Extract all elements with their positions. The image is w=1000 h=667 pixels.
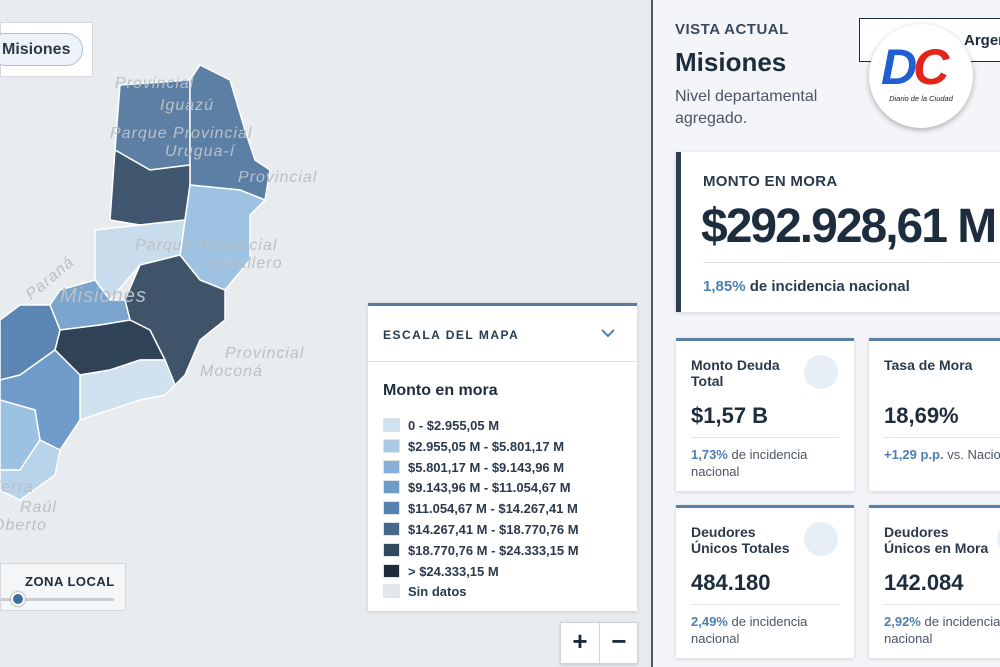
stat-card: Deudores Únicos en Mora 142.084 2,92% de i… xyxy=(869,505,1000,658)
card-title: Deudores Únicos en Mora xyxy=(884,524,989,556)
legend: ESCALA DEL MAPA Monto en mora 0 - $2.955… xyxy=(368,303,637,611)
legend-label: $14.267,41 M - $18.770,76 M xyxy=(408,522,579,537)
zone-label: ZONA LOCAL xyxy=(25,574,115,589)
card-footer: +1,29 p.p. vs. Nacional xyxy=(884,446,1000,463)
card-text: de incidencia nacional xyxy=(884,614,1000,646)
map-label: Oberto xyxy=(0,517,47,534)
stat-card: Tasa de Mora 18,69% +1,29 p.p. vs. Naciona… xyxy=(869,338,1000,491)
logo-name: Diario de la Ciudad xyxy=(889,94,953,103)
main-value: $292.928,61 M xyxy=(701,200,997,253)
card-value: 142.084 xyxy=(884,570,964,595)
panel-subtitle: Nivel departamental agregado. xyxy=(675,88,818,127)
card-title: Monto Deuda Total xyxy=(691,357,780,389)
legend-label: $5.801,17 M - $9.143,96 M xyxy=(408,459,565,475)
legend-title: Monto en mora xyxy=(383,382,498,399)
legend-label: $9.143,96 M - $11.054,67 M xyxy=(408,480,571,496)
legend-swatch xyxy=(383,542,400,557)
card-text: de incidencia nacional xyxy=(691,614,808,646)
card-highlight: +1,29 p.p. xyxy=(884,447,944,462)
card-footer: 2,49% de incidencia nacional xyxy=(691,613,841,647)
share-value: 1,85% xyxy=(703,278,746,295)
stat-card: Deudores Únicos Totales 484.180 2,49% de i… xyxy=(676,505,854,658)
card-footer: 1,73% de incidencia nacional xyxy=(691,446,841,480)
map-label: Provincial xyxy=(115,75,194,92)
main-share: 1,85% de incidencia nacional xyxy=(703,278,910,295)
logo: DC Diario de la Ciudad xyxy=(869,24,973,128)
card-icon xyxy=(997,522,1000,556)
legend-header: ESCALA DEL MAPA xyxy=(383,328,520,342)
card-text: vs. Nacional xyxy=(947,447,1000,462)
share-text: de incidencia nacional xyxy=(749,278,910,295)
map-label: Parque Provincial xyxy=(110,125,252,142)
legend-swatch xyxy=(383,584,400,599)
region-pill[interactable]: Misiones xyxy=(0,33,83,66)
zoom-in[interactable]: + xyxy=(572,626,588,656)
card-value: 18,69% xyxy=(884,403,959,428)
slider-track xyxy=(1,598,114,601)
legend-label: $18.770,76 M - $24.333,15 M xyxy=(408,542,579,558)
card-footer: 2,92% de incidencia nacional xyxy=(884,613,1000,647)
map-label: Urugua-í xyxy=(165,143,236,160)
chevron[interactable] xyxy=(601,328,615,338)
card-icon xyxy=(804,355,838,389)
legend-label: Sin datos xyxy=(408,584,467,600)
map-label: Provincial xyxy=(225,345,304,362)
card-divider xyxy=(884,437,1000,438)
zoom-out[interactable]: − xyxy=(611,626,627,656)
map-label: Moconá xyxy=(200,363,263,380)
card-highlight: 2,92% xyxy=(884,614,921,629)
card-divider xyxy=(691,437,839,438)
map-label: Raúl xyxy=(20,499,57,516)
card-text: de incidencia nacional xyxy=(691,447,808,479)
map-label: Caballero xyxy=(205,255,282,272)
card-highlight: 2,49% xyxy=(691,614,728,629)
map-label: Iguazú xyxy=(160,97,214,114)
card-icon xyxy=(804,522,838,556)
back-label[interactable]: Argentina xyxy=(964,32,1000,49)
legend-swatch xyxy=(383,459,400,474)
logo-c: C xyxy=(913,39,949,95)
card-value: 484.180 xyxy=(691,570,771,595)
card-title: Tasa de Mora xyxy=(884,357,973,373)
legend-label: 0 - $2.955,05 M xyxy=(408,418,500,433)
stat-card: Monto Deuda Total $1,57 B 1,73% de inciden… xyxy=(676,338,854,491)
zoom-controls: + − xyxy=(560,622,638,664)
legend-swatch xyxy=(383,418,400,432)
map-label: Sierra xyxy=(0,479,34,496)
legend-swatch xyxy=(383,563,400,578)
slider-knob[interactable] xyxy=(11,592,25,606)
map-label: Parque Provincial xyxy=(135,237,277,254)
card-divider xyxy=(691,604,839,605)
zone-control: ZONA LOCAL xyxy=(0,563,126,611)
legend-swatch xyxy=(383,480,400,495)
divider xyxy=(368,361,637,362)
legend-swatch xyxy=(383,501,400,516)
legend-swatch xyxy=(383,522,400,536)
map: Provincial Iguazú Parque Provincial Urug… xyxy=(0,64,317,534)
info-panel: VISTA ACTUAL Misiones Nivel departamenta… xyxy=(651,0,1000,667)
panel-title: Misiones xyxy=(675,47,787,77)
card-value: $1,57 B xyxy=(691,403,769,428)
eyebrow: VISTA ACTUAL xyxy=(675,21,789,38)
logo-d: D xyxy=(881,39,917,95)
departments xyxy=(0,64,271,501)
legend-label: $11.054,67 M - $14.267,41 M xyxy=(408,501,578,517)
card-title: Deudores Únicos Totales xyxy=(691,524,790,556)
main-label: MONTO EN MORA xyxy=(703,173,838,190)
legend-label: > $24.333,15 M xyxy=(408,563,499,579)
main-card: MONTO EN MORA $292.928,61 M 1,85% de inc… xyxy=(676,152,1000,312)
card-highlight: 1,73% xyxy=(691,447,728,462)
map-label: Misiones xyxy=(60,285,147,307)
card-divider xyxy=(884,604,1000,605)
legend-label: $2.955,05 M - $5.801,17 M xyxy=(408,438,565,454)
breadcrumb: Misiones xyxy=(0,22,93,77)
map-label: Provincial xyxy=(238,169,317,186)
legend-swatch xyxy=(383,438,400,453)
